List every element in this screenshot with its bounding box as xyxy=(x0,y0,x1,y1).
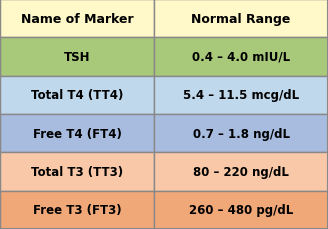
Bar xyxy=(154,191,328,229)
Bar xyxy=(0,38,154,76)
Text: 0.4 – 4.0 mIU/L: 0.4 – 4.0 mIU/L xyxy=(192,51,290,64)
Text: 260 – 480 pg/dL: 260 – 480 pg/dL xyxy=(189,203,293,216)
Bar xyxy=(0,0,154,38)
Text: Name of Marker: Name of Marker xyxy=(21,13,133,26)
Bar xyxy=(0,114,154,153)
Text: Normal Range: Normal Range xyxy=(192,13,291,26)
Bar xyxy=(154,114,328,153)
Text: Free T3 (FT3): Free T3 (FT3) xyxy=(33,203,121,216)
Bar xyxy=(154,0,328,38)
Bar xyxy=(154,153,328,191)
Text: TSH: TSH xyxy=(64,51,90,64)
Bar xyxy=(0,153,154,191)
Text: 0.7 – 1.8 ng/dL: 0.7 – 1.8 ng/dL xyxy=(193,127,290,140)
Text: Free T4 (FT4): Free T4 (FT4) xyxy=(33,127,121,140)
Text: 80 – 220 ng/dL: 80 – 220 ng/dL xyxy=(193,165,289,178)
Bar xyxy=(0,191,154,229)
Bar xyxy=(154,76,328,114)
Text: Total T3 (TT3): Total T3 (TT3) xyxy=(31,165,123,178)
Bar xyxy=(0,76,154,114)
Text: 5.4 – 11.5 mcg/dL: 5.4 – 11.5 mcg/dL xyxy=(183,89,299,102)
Text: Total T4 (TT4): Total T4 (TT4) xyxy=(31,89,123,102)
Bar xyxy=(154,38,328,76)
